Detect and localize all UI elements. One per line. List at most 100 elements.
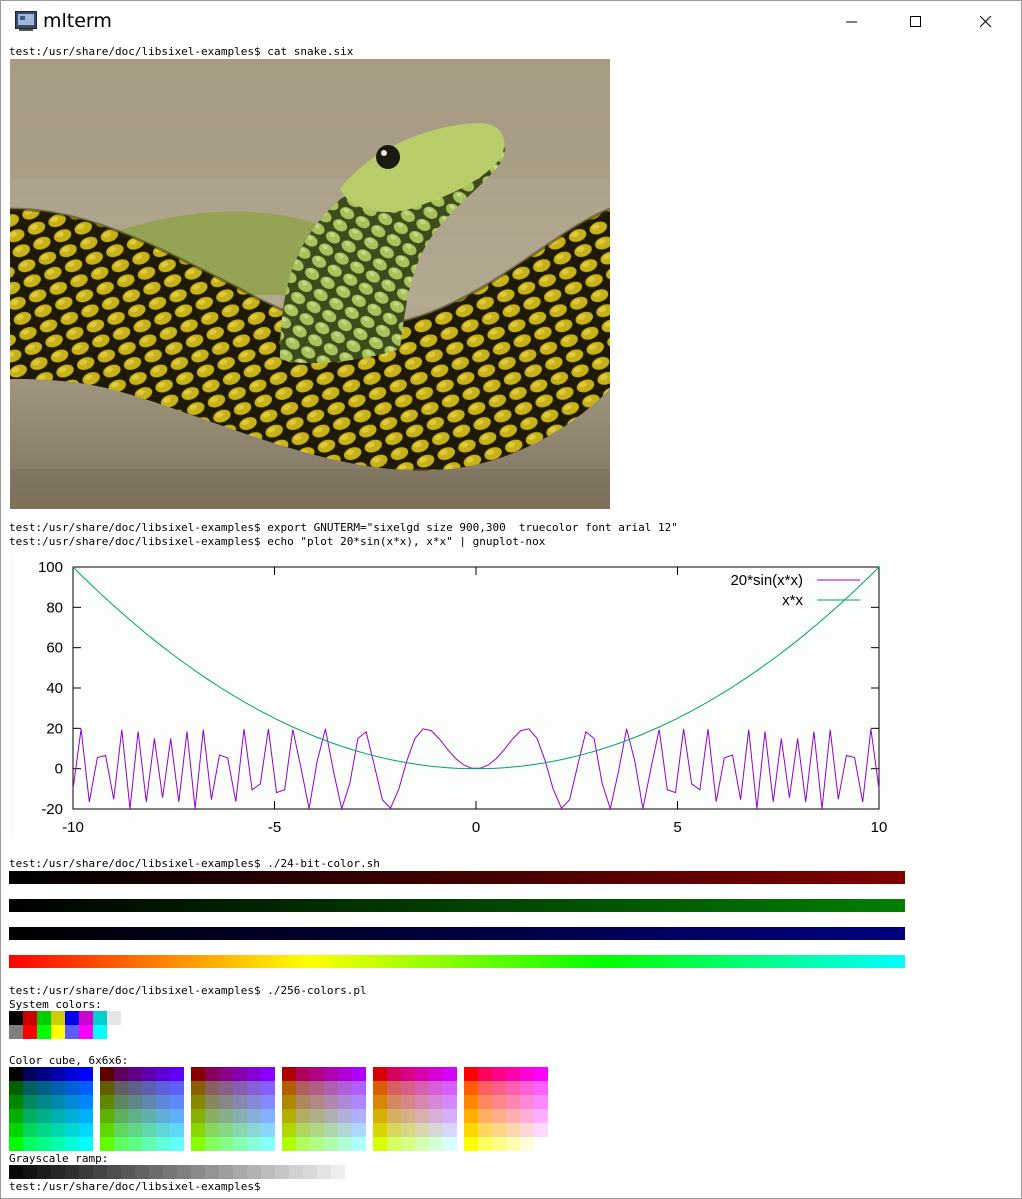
color-swatch bbox=[23, 1095, 37, 1109]
color-swatch bbox=[296, 1081, 310, 1095]
color-swatch bbox=[23, 1081, 37, 1095]
color-swatch bbox=[492, 1067, 506, 1081]
color-swatch bbox=[79, 1081, 93, 1095]
color-swatch bbox=[387, 1067, 401, 1081]
color-swatch bbox=[373, 1123, 387, 1137]
color-swatch bbox=[261, 1067, 275, 1081]
color-swatch bbox=[310, 1109, 324, 1123]
color-swatch bbox=[107, 1025, 121, 1039]
color-swatch bbox=[352, 1137, 366, 1151]
gray-swatch bbox=[65, 1165, 79, 1179]
color-swatch bbox=[506, 1081, 520, 1095]
color-swatch bbox=[100, 1067, 114, 1081]
title-bar[interactable]: mlterm bbox=[1, 1, 1021, 43]
terminal-line: Grayscale ramp: bbox=[9, 1152, 109, 1165]
color-swatch bbox=[128, 1123, 142, 1137]
gray-swatch bbox=[303, 1165, 317, 1179]
color-swatch bbox=[114, 1081, 128, 1095]
color-swatch bbox=[261, 1137, 275, 1151]
color-swatch bbox=[156, 1081, 170, 1095]
maximize-button[interactable] bbox=[893, 1, 939, 43]
color-swatch bbox=[79, 1025, 93, 1039]
color-swatch bbox=[51, 1081, 65, 1095]
color-swatch bbox=[128, 1137, 142, 1151]
color-swatch bbox=[219, 1109, 233, 1123]
color-swatch bbox=[219, 1067, 233, 1081]
color-swatch bbox=[9, 1067, 23, 1081]
gray-swatch bbox=[331, 1165, 345, 1179]
green-gradient-bar bbox=[9, 899, 905, 912]
color-swatch bbox=[373, 1109, 387, 1123]
snake-image bbox=[10, 59, 610, 509]
color-swatch bbox=[324, 1095, 338, 1109]
gray-swatch bbox=[261, 1165, 275, 1179]
color-swatch bbox=[65, 1095, 79, 1109]
rainbow-gradient-bar bbox=[9, 955, 905, 968]
color-swatch bbox=[23, 1025, 37, 1039]
color-swatch bbox=[506, 1067, 520, 1081]
color-swatch bbox=[352, 1081, 366, 1095]
color-swatch bbox=[310, 1095, 324, 1109]
gray-swatch bbox=[247, 1165, 261, 1179]
color-swatch bbox=[23, 1011, 37, 1025]
color-swatch bbox=[478, 1109, 492, 1123]
window-title: mlterm bbox=[43, 10, 112, 32]
terminal-line: test:/usr/share/doc/libsixel-examples$ e… bbox=[9, 535, 546, 548]
color-swatch bbox=[296, 1109, 310, 1123]
plot-background bbox=[9, 547, 909, 847]
color-swatch bbox=[464, 1081, 478, 1095]
color-swatch bbox=[534, 1137, 548, 1151]
color-swatch bbox=[51, 1123, 65, 1137]
color-swatch bbox=[23, 1109, 37, 1123]
color-swatch bbox=[387, 1123, 401, 1137]
color-swatch bbox=[478, 1137, 492, 1151]
color-swatch bbox=[114, 1109, 128, 1123]
color-swatch bbox=[191, 1109, 205, 1123]
color-swatch bbox=[205, 1123, 219, 1137]
color-swatch bbox=[520, 1095, 534, 1109]
color-swatch bbox=[401, 1081, 415, 1095]
color-swatch bbox=[338, 1109, 352, 1123]
color-swatch bbox=[9, 1123, 23, 1137]
color-swatch bbox=[324, 1123, 338, 1137]
color-swatch bbox=[233, 1067, 247, 1081]
red-gradient-bar bbox=[9, 871, 905, 884]
color-swatch bbox=[282, 1081, 296, 1095]
color-swatch bbox=[79, 1011, 93, 1025]
color-swatch bbox=[352, 1109, 366, 1123]
color-swatch bbox=[506, 1123, 520, 1137]
color-swatch bbox=[310, 1067, 324, 1081]
color-swatch bbox=[534, 1081, 548, 1095]
color-swatch bbox=[443, 1081, 457, 1095]
color-swatch bbox=[51, 1137, 65, 1151]
x-tick-label: 0 bbox=[472, 819, 480, 836]
color-swatch bbox=[464, 1067, 478, 1081]
y-tick-label: 60 bbox=[46, 640, 63, 657]
color-swatch bbox=[114, 1095, 128, 1109]
color-swatch bbox=[415, 1095, 429, 1109]
color-swatch bbox=[233, 1109, 247, 1123]
color-swatch bbox=[492, 1095, 506, 1109]
color-swatch bbox=[142, 1123, 156, 1137]
color-swatch bbox=[65, 1109, 79, 1123]
color-swatch bbox=[51, 1095, 65, 1109]
color-swatch bbox=[93, 1011, 107, 1025]
color-swatch bbox=[114, 1137, 128, 1151]
color-swatch bbox=[9, 1011, 23, 1025]
color-swatch bbox=[100, 1109, 114, 1123]
y-tick-label: 20 bbox=[46, 720, 63, 737]
color-swatch bbox=[9, 1137, 23, 1151]
color-swatch bbox=[128, 1109, 142, 1123]
color-swatch bbox=[352, 1123, 366, 1137]
gray-swatch bbox=[233, 1165, 247, 1179]
y-tick-label: -20 bbox=[41, 801, 63, 818]
color-swatch bbox=[205, 1137, 219, 1151]
terminal-prompt[interactable]: test:/usr/share/doc/libsixel-examples$ bbox=[9, 1180, 261, 1193]
legend-label: x*x bbox=[782, 592, 803, 609]
close-button[interactable] bbox=[963, 1, 1009, 43]
gray-swatch bbox=[205, 1165, 219, 1179]
color-swatch bbox=[506, 1109, 520, 1123]
color-swatch bbox=[170, 1081, 184, 1095]
minimize-button[interactable] bbox=[829, 1, 875, 43]
color-swatch bbox=[233, 1095, 247, 1109]
